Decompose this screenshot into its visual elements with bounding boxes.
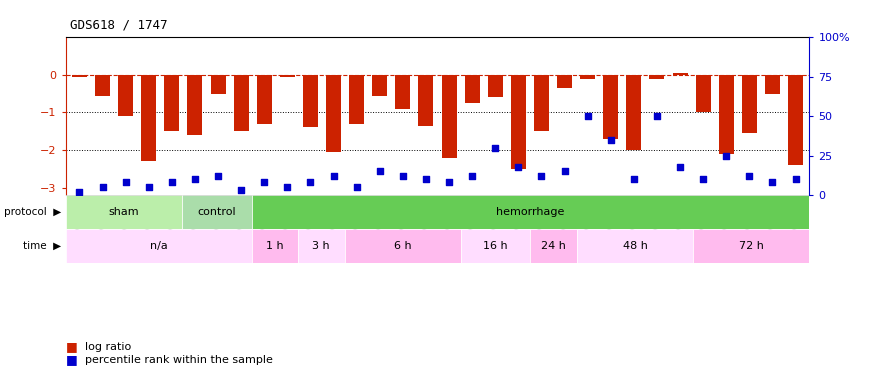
Point	[142, 184, 156, 190]
Point	[257, 179, 271, 185]
Bar	[118, 75, 133, 116]
Bar	[234, 75, 248, 131]
Bar	[256, 75, 272, 124]
Point	[673, 164, 687, 170]
Text: 3 h: 3 h	[312, 241, 330, 250]
Bar	[298, 229, 345, 262]
Bar	[693, 229, 809, 262]
Point	[742, 173, 756, 179]
Point	[466, 173, 480, 179]
Point	[350, 184, 364, 190]
Bar	[649, 75, 664, 79]
Bar	[72, 75, 87, 77]
Text: protocol  ▶: protocol ▶	[4, 207, 61, 217]
Point	[188, 176, 202, 182]
Point	[626, 176, 640, 182]
Text: log ratio: log ratio	[85, 342, 131, 352]
Bar	[66, 195, 182, 229]
Point	[557, 168, 571, 174]
Bar	[603, 75, 619, 139]
Bar	[182, 195, 252, 229]
Point	[650, 113, 664, 119]
Point	[696, 176, 710, 182]
Point	[719, 153, 733, 159]
Text: sham: sham	[108, 207, 139, 217]
Bar	[626, 75, 641, 150]
Bar	[95, 75, 110, 96]
Text: percentile rank within the sample: percentile rank within the sample	[85, 355, 273, 365]
Text: ■: ■	[66, 354, 77, 366]
Text: 72 h: 72 h	[738, 241, 764, 250]
Text: n/a: n/a	[150, 241, 167, 250]
Point	[119, 179, 133, 185]
Text: hemorrhage: hemorrhage	[496, 207, 564, 217]
Point	[442, 179, 456, 185]
Point	[488, 145, 502, 151]
Point	[326, 173, 340, 179]
Point	[766, 179, 780, 185]
Bar	[396, 75, 410, 109]
Bar	[765, 75, 780, 94]
Point	[604, 137, 618, 143]
Bar	[164, 75, 179, 131]
Text: ■: ■	[66, 340, 77, 353]
Point	[396, 173, 410, 179]
Point	[73, 189, 87, 195]
Bar	[742, 75, 757, 133]
Bar	[442, 75, 457, 158]
Point	[419, 176, 433, 182]
Point	[95, 184, 109, 190]
Bar	[530, 229, 577, 262]
Bar	[577, 229, 693, 262]
Bar	[557, 75, 572, 88]
Bar	[280, 75, 295, 77]
Text: control: control	[198, 207, 236, 217]
Point	[511, 164, 525, 170]
Bar	[326, 75, 341, 152]
Bar	[418, 75, 433, 126]
Bar	[788, 75, 803, 165]
Bar	[718, 75, 734, 154]
Point	[373, 168, 387, 174]
Bar	[487, 75, 503, 98]
Bar	[461, 229, 530, 262]
Bar	[187, 75, 202, 135]
Bar	[465, 75, 480, 103]
Point	[280, 184, 294, 190]
Point	[211, 173, 225, 179]
Bar	[252, 195, 809, 229]
Bar	[580, 75, 595, 79]
Bar	[345, 229, 461, 262]
Bar	[303, 75, 318, 128]
Text: 1 h: 1 h	[266, 241, 284, 250]
Point	[788, 176, 802, 182]
Point	[535, 173, 549, 179]
Bar	[349, 75, 364, 124]
Text: 48 h: 48 h	[623, 241, 648, 250]
Bar	[372, 75, 388, 96]
Text: time  ▶: time ▶	[23, 241, 61, 250]
Bar	[511, 75, 526, 169]
Text: GDS618 / 1747: GDS618 / 1747	[70, 19, 167, 32]
Bar	[673, 73, 688, 75]
Bar	[211, 75, 226, 94]
Point	[234, 187, 248, 193]
Text: 16 h: 16 h	[483, 241, 508, 250]
Bar	[66, 229, 252, 262]
Point	[304, 179, 318, 185]
Bar	[696, 75, 710, 112]
Text: 24 h: 24 h	[542, 241, 566, 250]
Point	[164, 179, 178, 185]
Bar	[252, 229, 298, 262]
Bar	[534, 75, 549, 131]
Point	[581, 113, 595, 119]
Text: 6 h: 6 h	[394, 241, 411, 250]
Bar	[141, 75, 157, 161]
